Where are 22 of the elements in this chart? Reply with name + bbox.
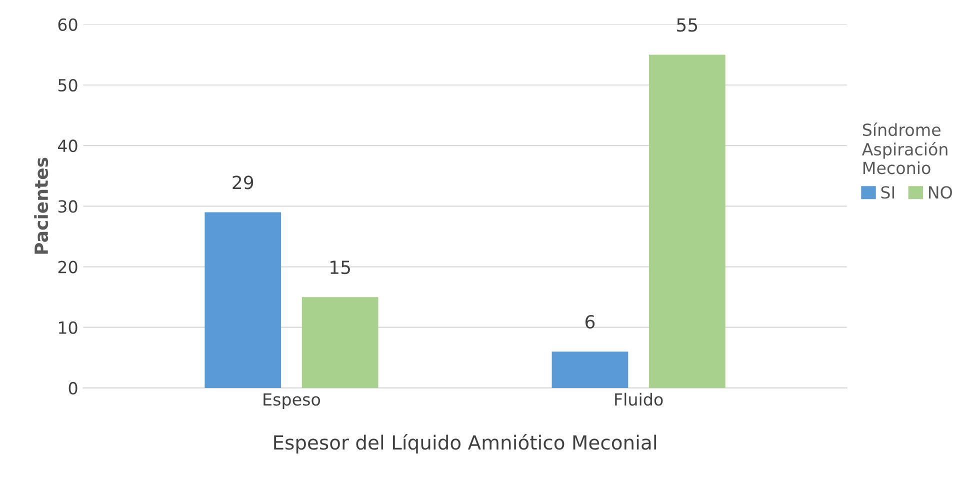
data-label: 6 [586,315,595,329]
y-tick-label: 40 [58,140,78,152]
x-axis-title: Espesor del Líquido Amniótico Meconial [274,434,656,454]
data-label: 29 [232,176,254,190]
bar [552,352,628,388]
y-tick-label: 10 [58,321,78,334]
x-tick-label: Fluido [615,392,663,406]
data-label: 15 [330,260,350,274]
y-tick-label: 50 [58,78,78,92]
legend-title: Síndrome Aspiración Meconio [862,122,948,174]
data-label: 55 [677,18,698,32]
x-tick-label: Espeso [264,393,320,409]
y-tick-label: 60 [58,18,78,31]
bar [204,212,282,388]
y-tick-label: 20 [58,260,78,274]
y-tick-label: 30 [58,200,78,213]
legend-label: SI [881,186,894,199]
bar [648,54,726,388]
legend-label: NO [928,186,952,199]
y-tick-label: 0 [68,382,78,395]
bar [302,297,378,388]
y-axis-title: Pacientes [34,158,48,254]
